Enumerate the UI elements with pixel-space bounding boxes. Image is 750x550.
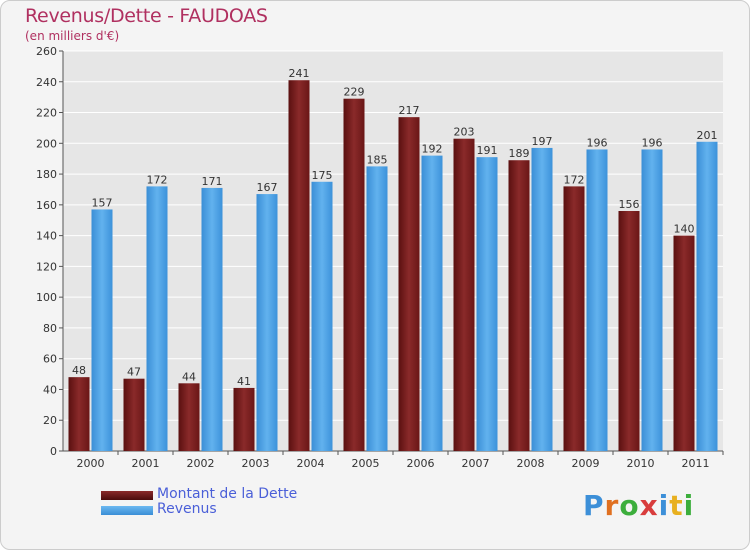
data-label-debt: 48: [72, 364, 86, 377]
x-tick-label: 2007: [462, 457, 490, 470]
logo-letter: t: [669, 489, 684, 522]
bar-revenue: [531, 147, 553, 451]
bar-debt: [233, 387, 255, 451]
legend-swatch-revenue: [101, 506, 153, 515]
y-tick-label: 20: [43, 414, 57, 427]
data-label-revenue: 196: [587, 136, 608, 149]
bar-debt: [618, 211, 640, 451]
data-label-debt: 41: [237, 375, 251, 388]
bar-debt: [343, 98, 365, 451]
x-tick-label: 2003: [242, 457, 270, 470]
data-label-debt: 140: [674, 223, 695, 236]
x-tick-label: 2006: [407, 457, 435, 470]
logo-letter: x: [639, 489, 659, 522]
y-tick-label: 180: [36, 168, 57, 181]
data-label-debt: 241: [289, 67, 310, 80]
chart-subtitle: (en milliers d'€): [25, 29, 120, 43]
y-tick-label: 60: [43, 353, 57, 366]
data-label-revenue: 171: [202, 175, 223, 188]
bar-debt: [563, 186, 585, 451]
plot-background: [63, 51, 723, 451]
bar-revenue: [421, 155, 443, 451]
data-label-revenue: 185: [367, 153, 388, 166]
data-label-revenue: 197: [532, 135, 553, 148]
bar-revenue: [201, 187, 223, 451]
data-label-revenue: 172: [147, 173, 168, 186]
data-label-debt: 189: [509, 147, 530, 160]
bar-debt: [178, 383, 200, 451]
plot-area: 0 20 40 60 80 100 120 140 160 180 200 220 240 260 2000…: [36, 45, 724, 470]
data-label-debt: 44: [182, 370, 196, 383]
bar-revenue: [696, 141, 718, 451]
y-tick-label: 240: [36, 76, 57, 89]
proxiti-logo: Proxiti: [583, 489, 694, 522]
data-label-debt: 203: [454, 126, 475, 139]
x-tick-label: 2009: [572, 457, 600, 470]
logo-letter: o: [619, 489, 640, 522]
bar-revenue: [586, 149, 608, 451]
bar-debt: [673, 235, 695, 451]
bar-debt: [508, 160, 530, 451]
logo-letter: r: [604, 489, 620, 522]
data-label-debt: 47: [127, 366, 141, 379]
y-tick-label: 160: [36, 199, 57, 212]
y-tick-label: 100: [36, 291, 57, 304]
x-tick-label: 2000: [77, 457, 105, 470]
y-tick-label: 120: [36, 260, 57, 273]
data-label-debt: 229: [344, 86, 365, 99]
y-tick-label: 40: [43, 383, 57, 396]
chart-title: Revenus/Dette - FAUDOAS: [25, 5, 268, 27]
bar-revenue: [641, 149, 663, 451]
y-tick-label: 200: [36, 137, 57, 150]
bar-revenue: [91, 209, 113, 451]
y-tick-label: 140: [36, 230, 57, 243]
data-label-revenue: 192: [422, 143, 443, 156]
x-tick-label: 2004: [297, 457, 325, 470]
y-tick-label: 260: [36, 45, 57, 58]
x-tick-label: 2001: [132, 457, 160, 470]
data-label-revenue: 157: [92, 196, 113, 209]
data-label-debt: 172: [564, 173, 585, 186]
x-tick-label: 2005: [352, 457, 380, 470]
bar-revenue: [366, 166, 388, 451]
y-tick-label: 220: [36, 107, 57, 120]
data-label-revenue: 191: [477, 144, 498, 157]
bar-debt: [288, 80, 310, 451]
bar-debt: [398, 117, 420, 452]
bar-debt: [453, 138, 475, 451]
y-tick-label: 80: [43, 322, 57, 335]
bar-debt: [123, 378, 145, 451]
data-label-revenue: 167: [257, 181, 278, 194]
logo-letter: P: [583, 489, 605, 522]
x-tick-label: 2002: [187, 457, 215, 470]
data-label-revenue: 201: [697, 129, 718, 142]
y-tick-label: 0: [50, 445, 57, 458]
bar-revenue: [476, 157, 498, 451]
x-tick-label: 2010: [627, 457, 655, 470]
data-label-debt: 217: [399, 104, 420, 117]
legend-swatch-debt: [101, 491, 153, 500]
data-label-revenue: 175: [312, 169, 333, 182]
legend-label-debt: Montant de la Dette: [157, 486, 298, 502]
logo-letter: i: [683, 489, 695, 522]
bar-debt: [68, 377, 90, 451]
bar-revenue: [146, 186, 168, 451]
legend-label-revenue: Revenus: [157, 501, 217, 517]
data-label-debt: 156: [619, 198, 640, 211]
bar-revenue: [256, 194, 278, 452]
x-tick-label: 2008: [517, 457, 545, 470]
bar-revenue: [311, 181, 333, 451]
logo-letter: i: [658, 489, 670, 522]
data-label-revenue: 196: [642, 136, 663, 149]
x-tick-label: 2011: [682, 457, 710, 470]
